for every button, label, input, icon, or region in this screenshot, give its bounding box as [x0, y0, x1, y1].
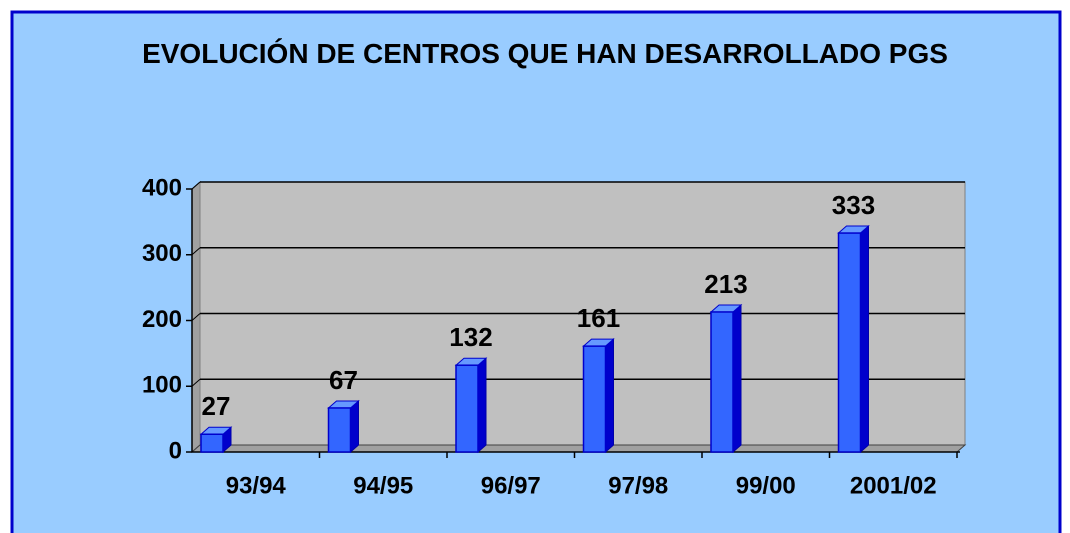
x-tick-label: 99/00	[736, 472, 796, 499]
value-label: 27	[202, 391, 231, 421]
x-tick-label: 96/97	[481, 472, 541, 499]
bar	[837, 224, 870, 454]
grid-line	[191, 247, 201, 256]
chart-title: EVOLUCIÓN DE CENTROS QUE HAN DESARROLLAD…	[142, 38, 948, 69]
y-tick-label: 100	[142, 372, 182, 399]
y-tick-label: 0	[169, 437, 182, 464]
value-label: 132	[449, 322, 492, 352]
y-tick-label: 200	[142, 306, 182, 333]
value-label: 213	[704, 269, 747, 299]
bar	[709, 303, 743, 454]
x-tick-label: 2001/02	[850, 472, 937, 499]
grid-line	[191, 313, 201, 321]
x-tick-label: 97/98	[608, 472, 668, 499]
value-label: 67	[329, 365, 358, 395]
bar	[454, 357, 488, 454]
y-tick-label: 300	[142, 240, 182, 267]
grid-line	[191, 181, 201, 190]
grid-line	[191, 378, 201, 387]
x-tick-label: 93/94	[226, 472, 287, 499]
bar	[199, 426, 233, 454]
value-label: 333	[832, 190, 875, 220]
bar	[327, 399, 360, 454]
x-tick-label: 94/95	[353, 472, 413, 499]
value-label: 161	[577, 303, 620, 333]
y-tick-label: 400	[142, 174, 182, 201]
bar	[582, 338, 615, 454]
